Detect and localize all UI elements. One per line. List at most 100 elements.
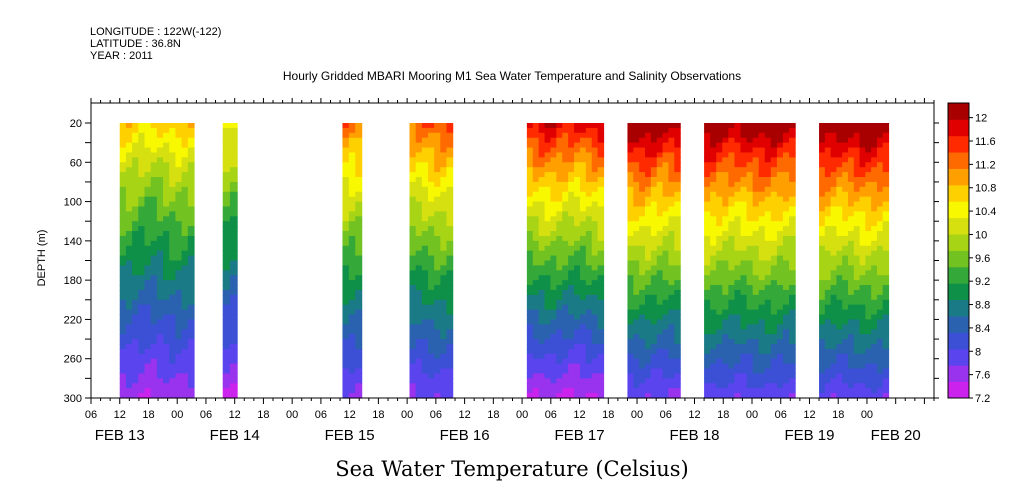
- data-cell: [229, 137, 238, 144]
- data-cell: [824, 334, 832, 340]
- data-cell: [627, 294, 634, 301]
- data-cell: [415, 231, 423, 237]
- data-cell: [585, 270, 593, 276]
- data-cell: [415, 206, 423, 212]
- data-cell: [746, 167, 754, 173]
- data-cell: [847, 177, 855, 183]
- data-cell: [645, 231, 652, 237]
- data-cell: [222, 231, 231, 237]
- data-cell: [674, 162, 681, 168]
- data-cell: [752, 353, 760, 360]
- data-cell: [568, 299, 575, 306]
- data-cell: [859, 285, 866, 291]
- data-cell: [591, 358, 599, 365]
- data-cell: [847, 348, 855, 355]
- data-cell: [415, 255, 423, 262]
- data-cell: [355, 280, 363, 286]
- data-cell: [859, 314, 866, 321]
- data-cell: [764, 152, 772, 158]
- data-cell: [650, 378, 658, 384]
- data-cell: [789, 235, 796, 242]
- data-cell: [597, 393, 605, 399]
- data-cell: [169, 368, 177, 375]
- data-cell: [728, 363, 736, 370]
- data-cell: [650, 289, 658, 296]
- data-cell: [229, 304, 238, 311]
- data-cell: [440, 334, 448, 340]
- data-cell: [639, 147, 646, 154]
- colorbar-swatch: [948, 381, 969, 399]
- data-cell: [550, 368, 557, 375]
- data-cell: [865, 240, 872, 247]
- data-cell: [853, 137, 861, 144]
- data-cell: [722, 167, 729, 173]
- data-cell: [776, 393, 784, 399]
- data-cell: [421, 260, 429, 267]
- data-cell: [526, 157, 534, 163]
- data-cell: [674, 309, 681, 316]
- data-cell: [830, 132, 838, 139]
- data-cell: [842, 196, 849, 203]
- data-cell: [656, 260, 664, 267]
- data-cell: [427, 181, 435, 188]
- data-cell: [746, 383, 754, 389]
- data-cell: [446, 275, 454, 281]
- data-cell: [633, 294, 640, 301]
- data-cell: [556, 265, 563, 271]
- data-cell: [556, 358, 563, 365]
- data-cell: [440, 314, 448, 321]
- data-cell: [538, 363, 546, 370]
- data-cell: [538, 167, 546, 173]
- data-cell: [668, 324, 675, 330]
- data-cell: [639, 329, 646, 335]
- data-cell: [752, 319, 760, 325]
- data-cell: [574, 250, 581, 257]
- data-cell: [538, 196, 546, 203]
- x-tick-label: 06: [775, 409, 787, 421]
- data-cell: [645, 343, 652, 350]
- data-cell: [579, 226, 587, 232]
- data-cell: [853, 294, 861, 301]
- data-cell: [138, 319, 146, 325]
- data-cell: [853, 147, 861, 154]
- data-cell: [847, 324, 855, 330]
- data-cell: [181, 329, 189, 335]
- data-cell: [532, 343, 540, 350]
- data-cell: [836, 240, 843, 247]
- data-cell: [562, 152, 569, 158]
- data-cell: [421, 206, 429, 212]
- data-cell: [415, 299, 423, 306]
- data-cell: [125, 235, 133, 242]
- data-cell: [662, 235, 670, 242]
- data-cell: [556, 226, 563, 232]
- data-cell: [119, 260, 127, 267]
- data-cell: [125, 353, 133, 360]
- x-tick-label: 12: [688, 409, 700, 421]
- data-cell: [538, 388, 546, 394]
- data-cell: [150, 393, 158, 399]
- data-cell: [728, 255, 736, 262]
- data-cell: [348, 181, 356, 188]
- data-cell: [668, 373, 675, 379]
- data-cell: [355, 231, 363, 237]
- data-cell: [163, 181, 170, 188]
- data-cell: [229, 172, 238, 178]
- x-tick-label: 00: [286, 409, 298, 421]
- data-cell: [342, 265, 350, 271]
- data-cell: [746, 329, 754, 335]
- data-cell: [144, 383, 152, 389]
- data-cell: [776, 152, 784, 158]
- data-cell: [440, 250, 448, 257]
- data-cell: [633, 172, 640, 178]
- data-cell: [585, 132, 593, 139]
- data-cell: [836, 231, 843, 237]
- data-cell: [538, 201, 546, 208]
- data-cell: [842, 324, 849, 330]
- data-cell: [138, 299, 146, 306]
- data-cell: [865, 147, 872, 154]
- data-cell: [764, 388, 772, 394]
- data-cell: [440, 201, 448, 208]
- data-cell: [421, 275, 429, 281]
- data-cell: [532, 191, 540, 198]
- data-cell: [568, 157, 575, 163]
